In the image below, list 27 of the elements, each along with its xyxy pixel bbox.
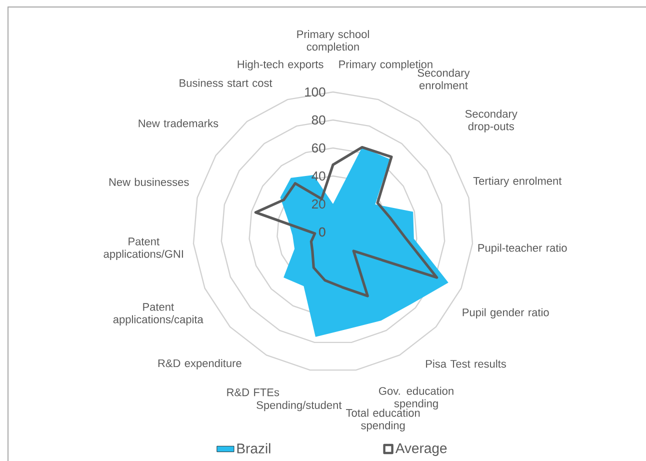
y-tick-label: 20	[312, 199, 326, 209]
legend-label: Brazil	[237, 443, 270, 454]
spoke-label: Primary completion	[339, 60, 432, 70]
spoke-label: Primary school completion	[297, 30, 369, 53]
spoke-label: New businesses	[109, 178, 189, 186]
spoke-label: Secondary drop-outs	[465, 110, 518, 132]
spoke-label: Business start cost	[180, 78, 272, 87]
spoke-label: Patent applications/capita	[113, 303, 204, 326]
spoke-label: New trademarks	[138, 119, 218, 128]
y-tick-label: 0	[319, 227, 326, 237]
y-tick-label: 40	[312, 171, 326, 181]
y-tick-label: 80	[312, 115, 326, 125]
spoke-label: Tertiary enrolment	[473, 176, 562, 187]
legend-label: Average	[395, 443, 447, 456]
spoke-label: Gov. education spending	[379, 386, 454, 410]
spoke-label: Secondary enrolment	[418, 68, 470, 90]
y-tick-label: 60	[312, 143, 326, 153]
spoke-label: R&D FTEs	[227, 388, 280, 396]
spoke-label: Pupil-teacher ratio	[478, 244, 567, 254]
spoke-label: Spending/student	[256, 400, 342, 412]
spoke-label: Pupil gender ratio	[462, 308, 549, 318]
spoke-label: Pisa Test results	[426, 360, 506, 368]
y-tick-label: 100	[305, 87, 326, 97]
spoke-label: Total education spending	[346, 408, 420, 432]
spoke-label: Patent applications/GNI	[104, 238, 183, 260]
spoke-label: R&D expenditure	[158, 359, 242, 370]
spoke-label: High-tech exports	[238, 60, 324, 70]
